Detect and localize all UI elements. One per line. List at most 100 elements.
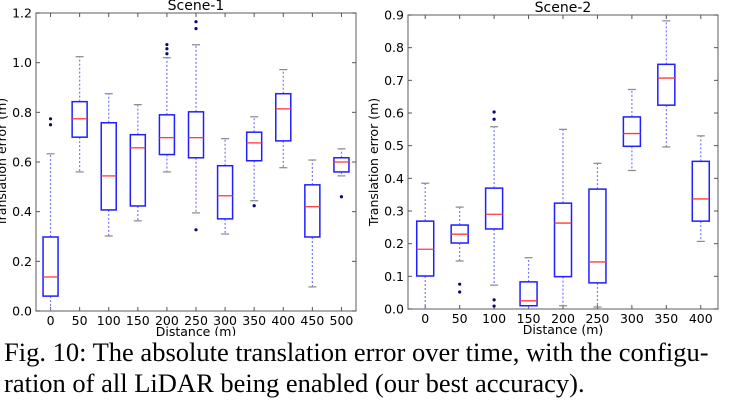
box-200 [158, 42, 176, 173]
y-tick-label: 0.7 [384, 73, 404, 88]
figure-caption: Fig. 10: The absolute translation error … [4, 337, 740, 399]
iqr-box [216, 164, 234, 220]
box-100 [100, 93, 117, 237]
box-350 [657, 20, 676, 148]
iqr-box [519, 281, 538, 307]
iqr-box [691, 160, 711, 222]
figure: Scene-1 Distance (m) Translation error (… [0, 0, 719, 336]
iqr-box [275, 92, 292, 142]
box-150 [519, 257, 538, 310]
outlier-point [252, 204, 256, 208]
iqr-box [622, 116, 642, 148]
box-400 [275, 69, 292, 169]
scene-1-x-axis-label: Distance (m) [156, 324, 237, 336]
x-tick-label: 400 [689, 311, 713, 326]
x-tick-label: 400 [271, 313, 295, 328]
y-tick-label: 0.6 [384, 106, 404, 121]
box-0 [42, 117, 59, 312]
iqr-box [100, 122, 117, 211]
iqr-box [245, 131, 263, 162]
x-tick-label: 300 [213, 313, 237, 328]
iqr-box [333, 157, 350, 173]
iqr-box [484, 187, 504, 230]
x-tick-label: 350 [654, 311, 678, 326]
scene-2-plot: Scene-2 Distance (m) Translation error (… [366, 0, 719, 336]
box-200 [553, 128, 573, 307]
box-450 [304, 159, 321, 288]
iqr-box [187, 111, 205, 159]
outlier-point [165, 52, 169, 56]
outlier-point [194, 27, 198, 31]
outlier-point [492, 117, 496, 121]
x-tick-label: 50 [452, 311, 468, 326]
x-tick-label: 0 [421, 311, 429, 326]
box-100 [484, 110, 504, 308]
x-tick-label: 250 [184, 313, 208, 328]
box-50 [450, 206, 469, 294]
outlier-point [165, 47, 169, 51]
x-tick-label: 100 [482, 311, 506, 326]
box-300 [622, 88, 642, 172]
y-tick-label: 0.8 [384, 40, 404, 55]
scene-2-x-axis-label: Distance (m) [523, 322, 604, 336]
y-tick-label: 0.1 [384, 269, 404, 284]
iqr-box [158, 114, 176, 156]
scene-1-plot: Scene-1 Distance (m) Translation error (… [0, 0, 357, 336]
scene-1-y-axis-label: Translation error (m) [0, 98, 9, 227]
outlier-point [458, 282, 462, 286]
outlier-point [492, 298, 496, 302]
box-350 [245, 116, 263, 208]
x-tick-label: 250 [586, 311, 610, 326]
box-150 [129, 104, 147, 222]
box-300 [216, 138, 234, 235]
y-tick-label: 0.2 [12, 254, 32, 269]
outlier-point [458, 290, 462, 294]
scene-1-title: Scene-1 [168, 0, 225, 14]
y-tick-label: 0.4 [384, 171, 404, 186]
x-tick-label: 300 [620, 311, 644, 326]
x-tick-label: 200 [155, 313, 179, 328]
iqr-box [304, 184, 321, 238]
x-tick-label: 350 [242, 313, 266, 328]
outlier-point [194, 228, 198, 232]
y-tick-label: 0.8 [12, 105, 32, 120]
y-tick-label: 1.2 [12, 6, 32, 21]
caption-line-1: Fig. 10: The absolute translation error … [4, 337, 709, 367]
y-tick-label: 0.3 [384, 204, 404, 219]
iqr-box [129, 133, 147, 207]
box-250 [588, 162, 607, 308]
scene-2-y-axis-label: Translation error (m) [366, 98, 381, 227]
caption-line-2: ration of all LiDAR being enabled (our b… [4, 368, 585, 398]
iqr-box [42, 236, 59, 297]
y-tick-label: 0.5 [384, 138, 404, 153]
x-tick-label: 0 [47, 313, 55, 328]
iqr-box [415, 220, 435, 277]
box-400 [691, 135, 711, 242]
y-tick-label: 0.0 [384, 302, 404, 317]
iqr-box [657, 63, 676, 106]
box-0 [415, 182, 435, 310]
x-tick-label: 100 [97, 313, 121, 328]
outlier-point [339, 195, 344, 199]
y-tick-label: 0.4 [12, 204, 32, 219]
box-250 [187, 20, 205, 232]
outlier-point [48, 117, 53, 121]
outlier-point [492, 110, 496, 114]
iqr-box [588, 188, 607, 284]
box-500 [333, 148, 350, 199]
iqr-box [553, 202, 573, 278]
x-tick-label: 150 [517, 311, 541, 326]
x-tick-label: 50 [72, 313, 88, 328]
y-tick-label: 0.2 [384, 236, 404, 251]
x-tick-label: 500 [330, 313, 354, 328]
y-tick-label: 0.0 [12, 304, 32, 319]
outlier-point [165, 42, 169, 47]
y-tick-label: 0.6 [12, 155, 32, 170]
outlier-point [194, 20, 198, 24]
x-tick-label: 150 [126, 313, 150, 328]
outlier-point [48, 123, 53, 127]
outlier-point [492, 304, 496, 308]
x-tick-label: 200 [551, 311, 575, 326]
scene-2-title: Scene-2 [535, 0, 592, 16]
x-tick-label: 450 [300, 313, 324, 328]
